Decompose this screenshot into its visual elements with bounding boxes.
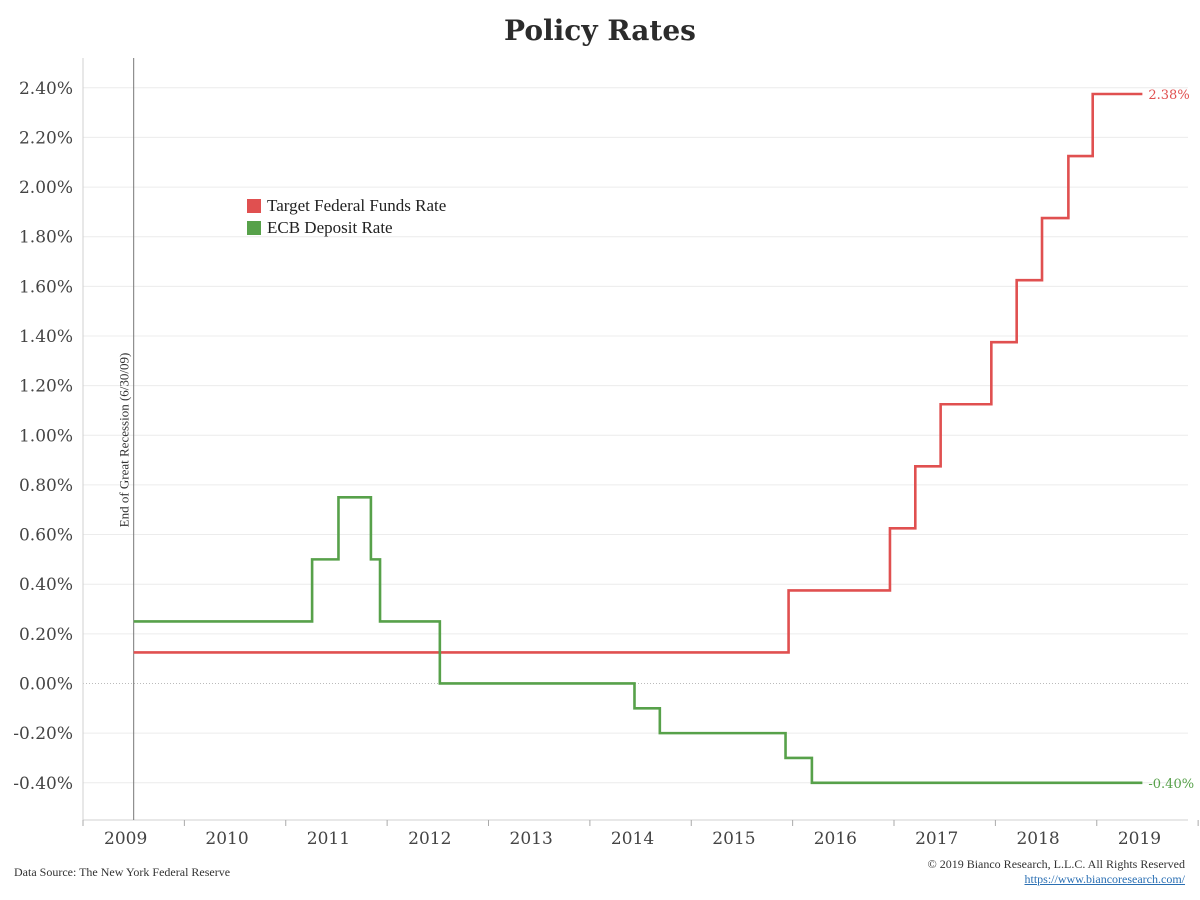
grid-lines [83, 87, 1188, 784]
legend-swatch-ecb [247, 221, 261, 235]
y-tick-label: 0.40% [19, 575, 73, 595]
x-tick-label: 2016 [814, 829, 857, 849]
y-tick-label: 0.80% [19, 476, 73, 496]
x-tick-label: 2018 [1016, 829, 1059, 849]
legend: Target Federal Funds Rate ECB Deposit Ra… [247, 195, 446, 239]
x-tick-label: 2014 [611, 829, 654, 849]
fed-funds-line [133, 92, 1143, 654]
axes [82, 58, 1188, 821]
legend-item-ecb: ECB Deposit Rate [247, 217, 446, 239]
y-tick-label: 1.40% [19, 327, 73, 347]
ecb-deposit-end-label: -0.40% [1148, 777, 1194, 792]
y-tick-label: 1.80% [19, 228, 73, 248]
legend-item-fed-funds: Target Federal Funds Rate [247, 195, 446, 217]
annotations: End of Great Recession (6/30/09) [117, 58, 135, 820]
y-tick-label: 0.00% [19, 674, 73, 694]
x-tick-label: 2010 [205, 829, 248, 849]
y-tick-label: 1.60% [19, 277, 73, 297]
legend-label-fed: Target Federal Funds Rate [267, 196, 447, 215]
copyright-block: © 2019 Bianco Research, L.L.C. All Right… [928, 857, 1185, 887]
x-axis-ticks: 2009 2010 2011 2012 2013 2014 2015 2016 2017 2018… [82, 820, 1199, 849]
y-tick-label: 0.60% [19, 526, 73, 546]
recession-marker-label: End of Great Recession (6/30/09) [117, 353, 132, 528]
y-tick-label: 2.20% [19, 128, 73, 148]
y-tick-label: 2.40% [19, 79, 73, 99]
data-source-note: Data Source: The New York Federal Reserv… [14, 865, 231, 879]
y-axis-ticks: -0.40% -0.20% 0.00% 0.20% 0.40% 0.60% 0.80% 1.0… [13, 79, 73, 794]
y-tick-label: 2.00% [19, 178, 73, 198]
legend-label-ecb: ECB Deposit Rate [267, 218, 393, 237]
x-tick-label: 2009 [104, 829, 147, 849]
y-tick-label: 1.20% [19, 377, 73, 397]
x-tick-label: 2017 [915, 829, 958, 849]
y-tick-label: -0.40% [13, 774, 73, 794]
end-labels: 2.38% -0.40% [1148, 88, 1194, 792]
x-tick-label: 2012 [408, 829, 451, 849]
x-tick-label: 2011 [307, 829, 350, 849]
ecb-deposit-line [133, 496, 1143, 785]
x-tick-label: 2019 [1118, 829, 1161, 849]
x-tick-label: 2015 [712, 829, 755, 849]
x-tick-label: 2013 [510, 829, 553, 849]
website-link[interactable]: https://www.biancoresearch.com/ [1024, 872, 1185, 886]
legend-swatch-fed [247, 199, 261, 213]
fed-funds-end-label: 2.38% [1148, 88, 1189, 103]
copyright-text: © 2019 Bianco Research, L.L.C. All Right… [927, 857, 1185, 871]
y-tick-label: -0.20% [13, 724, 73, 744]
y-tick-label: 1.00% [19, 426, 73, 446]
series-lines [133, 92, 1143, 785]
chart-title: Policy Rates [504, 14, 696, 47]
y-tick-label: 0.20% [19, 625, 73, 645]
